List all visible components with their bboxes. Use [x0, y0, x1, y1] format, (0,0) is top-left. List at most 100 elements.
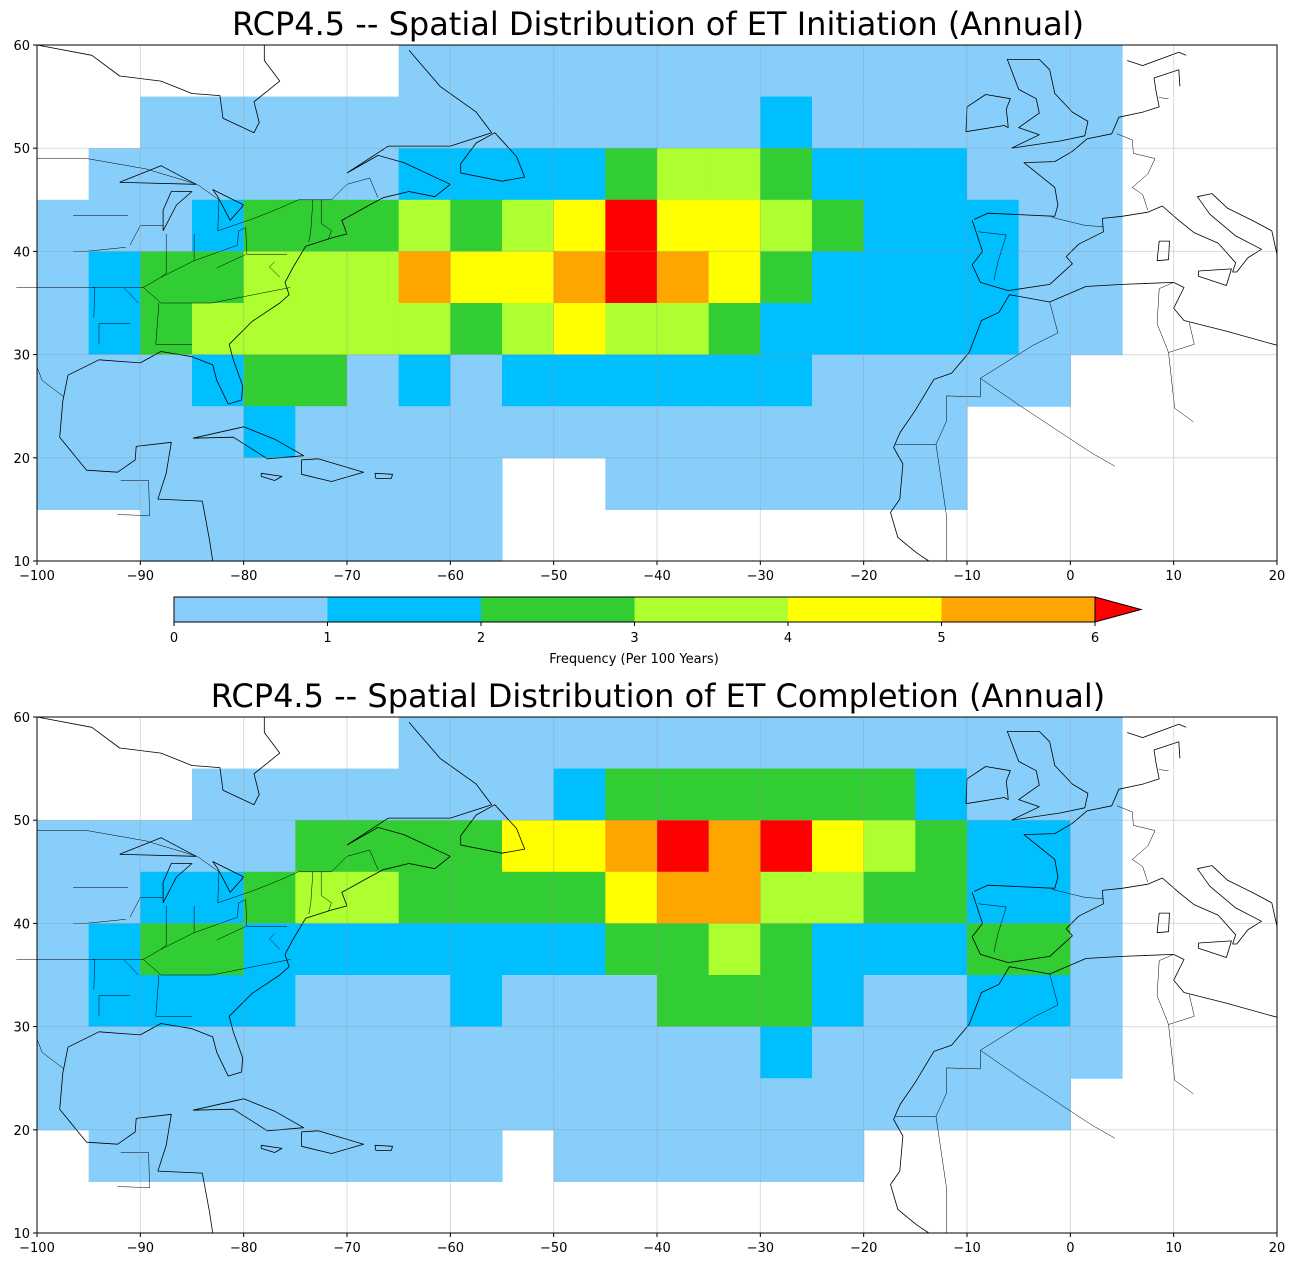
- completion-heatmap-cells: [37, 717, 1123, 1182]
- heatmap-cell: [812, 457, 865, 510]
- heatmap-cell: [605, 975, 658, 1028]
- heatmap-cell: [502, 1078, 555, 1131]
- heatmap-cell: [1070, 820, 1123, 873]
- border-line: [160, 905, 167, 950]
- heatmap-cell: [967, 768, 1020, 821]
- x-tick-label: 20: [1269, 1241, 1286, 1256]
- heatmap-cell: [398, 717, 451, 770]
- x-tick-label: −50: [540, 1241, 567, 1256]
- border-line: [129, 225, 164, 246]
- heatmap-cell: [450, 820, 503, 873]
- heatmap-cell: [243, 457, 296, 510]
- heatmap-cell: [708, 975, 761, 1028]
- heatmap-cell: [450, 1026, 503, 1079]
- coastline: [119, 837, 197, 857]
- heatmap-cell: [708, 457, 761, 510]
- y-tick-label: 30: [13, 1021, 30, 1036]
- coastline: [1009, 282, 1278, 346]
- heatmap-cell: [708, 148, 761, 201]
- heatmap-cell: [605, 1026, 658, 1079]
- heatmap-cell: [760, 975, 813, 1028]
- colorbar-tick-label: 0: [170, 631, 178, 646]
- border-line: [894, 973, 1059, 1117]
- heatmap-cell: [192, 96, 245, 149]
- colorbar-tick-label: 2: [477, 631, 485, 646]
- coastline: [36, 44, 281, 134]
- heatmap-cell: [502, 45, 555, 98]
- colorbar-blocks: [173, 596, 1143, 623]
- colorbar-ticks: 0 1 2 3 4 5 6: [170, 622, 1099, 646]
- heatmap-cell: [605, 406, 658, 459]
- x-tick-label: −100: [19, 1241, 55, 1256]
- heatmap-cell: [502, 354, 555, 407]
- heatmap-cell: [1070, 717, 1123, 770]
- heatmap-cell: [140, 148, 193, 201]
- heatmap-cell: [37, 923, 90, 976]
- y-tick-label: 50: [13, 142, 30, 157]
- heatmap-cell: [553, 303, 606, 356]
- x-tick-label: −80: [230, 569, 257, 584]
- heatmap-cell: [812, 354, 865, 407]
- heatmap-cell: [863, 354, 916, 407]
- heatmap-cell: [553, 717, 606, 770]
- heatmap-cell: [553, 45, 606, 98]
- heatmap-cell: [295, 871, 348, 924]
- heatmap-cell: [915, 717, 968, 770]
- heatmap-cell: [295, 975, 348, 1028]
- heatmap-cell: [553, 1026, 606, 1079]
- heatmap-cell: [192, 820, 245, 873]
- heatmap-cell: [605, 354, 658, 407]
- heatmap-cell: [88, 923, 141, 976]
- x-tick-label: −10: [953, 1241, 980, 1256]
- heatmap-cell: [450, 975, 503, 1028]
- coastline: [374, 472, 393, 479]
- heatmap-cell: [502, 303, 555, 356]
- heatmap-cell: [760, 923, 813, 976]
- heatmap-cell: [708, 354, 761, 407]
- heatmap-cell: [450, 406, 503, 459]
- heatmap-cell: [915, 303, 968, 356]
- coastline: [890, 966, 1010, 1234]
- heatmap-cell: [605, 768, 658, 821]
- heatmap-cell: [760, 871, 813, 924]
- heatmap-cell: [915, 45, 968, 98]
- y-tick-label: 60: [13, 711, 30, 726]
- heatmap-cell: [708, 717, 761, 770]
- heatmap-cell: [657, 717, 710, 770]
- colorbar-extend-arrow: [1094, 596, 1143, 623]
- heatmap-cell: [502, 406, 555, 459]
- border-line: [1051, 889, 1104, 899]
- initiation-heatmap-cells: [37, 45, 1123, 562]
- coastline: [192, 426, 304, 460]
- heatmap-cell: [1070, 96, 1123, 149]
- heatmap-cell: [553, 354, 606, 407]
- heatmap-cell: [967, 148, 1020, 201]
- heatmap-cell: [760, 45, 813, 98]
- heatmap-cell: [605, 820, 658, 873]
- heatmap-cell: [812, 1026, 865, 1079]
- heatmap-cell: [708, 1078, 761, 1131]
- heatmap-cell: [88, 820, 141, 873]
- heatmap-cell: [1018, 303, 1071, 356]
- heatmap-cell: [605, 96, 658, 149]
- y-tick-label: 10: [13, 555, 30, 570]
- heatmap-cell: [347, 509, 400, 562]
- heatmap-cell: [37, 1078, 90, 1131]
- heatmap-cell: [812, 251, 865, 304]
- heatmap-cell: [605, 1078, 658, 1131]
- y-tick-label: 20: [13, 452, 30, 467]
- y-tick-label: 40: [13, 917, 30, 932]
- heatmap-cell: [450, 354, 503, 407]
- heatmap-cell: [243, 871, 296, 924]
- heatmap-cell: [88, 871, 141, 924]
- heatmap-cell: [863, 1026, 916, 1079]
- heatmap-cell: [1018, 871, 1071, 924]
- heatmap-cell: [450, 923, 503, 976]
- heatmap-cell: [192, 1129, 245, 1182]
- x-tick-label: −20: [850, 1241, 877, 1256]
- heatmap-cell: [967, 96, 1020, 149]
- colorbar-tick-label: 5: [937, 631, 945, 646]
- border-line: [216, 254, 246, 269]
- heatmap-cell: [657, 975, 710, 1028]
- border-line: [308, 871, 314, 915]
